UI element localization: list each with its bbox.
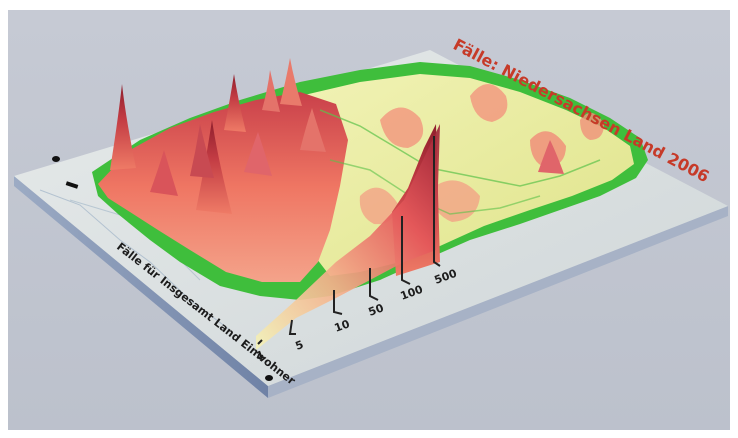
- peak: [300, 108, 326, 152]
- map-line: [39, 189, 231, 331]
- legend-wedge: [256, 124, 440, 350]
- relief-bump: [580, 112, 604, 140]
- base-left-edge: [14, 176, 268, 398]
- bullet-dot-icon: [265, 375, 273, 381]
- bullet-dash-icon: [65, 181, 79, 189]
- legend-tick-1: 1: [255, 348, 267, 363]
- peak: [196, 120, 232, 214]
- base-front-edge: [268, 206, 728, 398]
- relief-bump: [380, 107, 424, 148]
- peak: [110, 84, 136, 170]
- peak: [190, 124, 214, 178]
- peak: [150, 150, 178, 196]
- legend-tick-5: 5: [294, 338, 306, 353]
- peak: [262, 70, 280, 112]
- legend-tick-10: 10: [333, 317, 352, 335]
- peak: [280, 58, 302, 106]
- legend-tick-50: 50: [367, 301, 386, 319]
- peak: [244, 132, 272, 176]
- contour-line: [319, 109, 601, 187]
- relief-bump: [470, 84, 508, 122]
- peak: [224, 74, 246, 132]
- peak: [538, 140, 564, 174]
- legend-tick-labels: 1 5 10 50 100 500: [255, 267, 459, 363]
- legend-steps: [257, 136, 441, 345]
- relief-bump: [359, 187, 398, 225]
- bullet-dot-icon: [52, 156, 60, 162]
